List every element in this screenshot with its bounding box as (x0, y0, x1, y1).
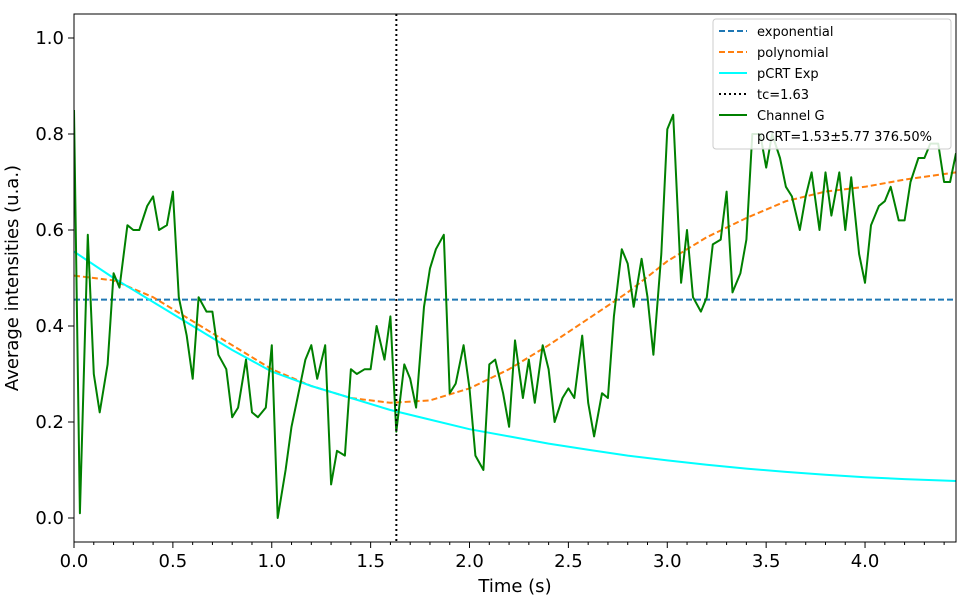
y-tick-label: 0.8 (35, 124, 64, 145)
legend-label-tc-1-63: tc=1.63 (757, 88, 809, 103)
legend: exponential polynomial pCRT Exp tc=1.63 Chan… (712, 18, 952, 150)
y-axis: 0.0 0.2 0.4 0.6 0.8 1.0 (35, 28, 74, 529)
series-line-channel-g (74, 109, 956, 519)
x-tick-label: 3.5 (752, 551, 781, 572)
x-axis: 0.0 0.5 1.0 1.5 2.0 2.5 3.0 3.5 4.0 (60, 542, 945, 572)
x-tick-label: 1.5 (356, 551, 385, 572)
y-tick-label: 0.6 (35, 220, 64, 241)
x-axis-title: Time (s) (477, 576, 551, 597)
legend-label-polynomial: polynomial (757, 46, 829, 61)
y-tick-label: 1.0 (35, 28, 64, 49)
y-tick-label: 0.2 (35, 412, 64, 433)
x-tick-label: 4.0 (851, 551, 880, 572)
x-tick-label: 1.0 (257, 551, 286, 572)
plot-frame (73, 13, 957, 543)
series-line-pcrt-exp (74, 250, 956, 482)
legend-label-pcrt-exp: pCRT Exp (757, 67, 819, 82)
legend-label-channel-g: Channel G (757, 109, 825, 124)
x-tick-label: 0.5 (159, 551, 188, 572)
x-tick-label: 3.0 (653, 551, 682, 572)
x-tick-label: 2.0 (455, 551, 484, 572)
x-tick-label: 0.0 (60, 551, 89, 572)
y-tick-label: 0.4 (35, 316, 64, 337)
legend-label-exponential: exponential (757, 25, 833, 40)
legend-label-pcrt-1-53-5-77-376-50: pCRT=1.53±5.77 376.50% (757, 130, 932, 145)
legend-box (712, 18, 952, 150)
plot-area (74, 14, 956, 542)
y-tick-label: 0.0 (35, 508, 64, 529)
y-axis-title: Average intensities (u.a.) (2, 165, 23, 391)
x-tick-label: 2.5 (554, 551, 583, 572)
series-line-polynomial (74, 171, 956, 404)
